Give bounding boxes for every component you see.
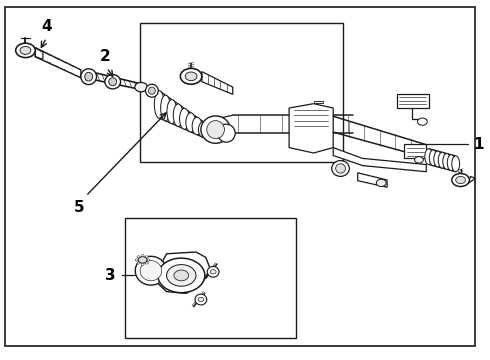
Polygon shape: [468, 176, 475, 184]
Circle shape: [174, 270, 189, 281]
Circle shape: [145, 262, 148, 264]
Circle shape: [20, 46, 31, 54]
Circle shape: [141, 263, 144, 265]
Ellipse shape: [195, 294, 207, 305]
Circle shape: [180, 68, 202, 84]
Circle shape: [137, 262, 140, 264]
Ellipse shape: [173, 104, 183, 126]
Ellipse shape: [109, 78, 117, 86]
Circle shape: [452, 174, 469, 186]
Ellipse shape: [135, 256, 167, 285]
Ellipse shape: [218, 124, 235, 142]
Circle shape: [135, 82, 147, 92]
Circle shape: [185, 72, 197, 81]
Ellipse shape: [179, 108, 189, 129]
Ellipse shape: [425, 149, 433, 165]
Ellipse shape: [201, 116, 230, 143]
Polygon shape: [397, 94, 429, 108]
Circle shape: [210, 270, 216, 274]
Ellipse shape: [161, 95, 171, 121]
Polygon shape: [314, 101, 323, 103]
Text: 1: 1: [473, 136, 483, 152]
Text: 4: 4: [41, 19, 52, 34]
Circle shape: [138, 257, 147, 263]
Circle shape: [135, 259, 138, 261]
Ellipse shape: [429, 150, 437, 166]
Polygon shape: [404, 144, 426, 158]
Circle shape: [141, 255, 144, 257]
Ellipse shape: [439, 152, 446, 168]
Polygon shape: [289, 104, 333, 153]
Ellipse shape: [186, 113, 196, 132]
Polygon shape: [157, 252, 211, 293]
Text: 2: 2: [100, 49, 111, 64]
Circle shape: [456, 176, 466, 184]
Bar: [140, 23, 343, 162]
Ellipse shape: [447, 155, 455, 171]
Circle shape: [137, 256, 140, 258]
Polygon shape: [358, 173, 387, 187]
Ellipse shape: [105, 75, 121, 89]
Circle shape: [145, 256, 148, 258]
Ellipse shape: [332, 161, 349, 176]
Ellipse shape: [207, 121, 224, 139]
Text: 3: 3: [104, 268, 115, 283]
Bar: [125, 218, 296, 338]
Ellipse shape: [81, 69, 97, 85]
Ellipse shape: [146, 84, 158, 97]
Ellipse shape: [336, 164, 345, 173]
Ellipse shape: [207, 266, 219, 277]
Ellipse shape: [154, 91, 164, 118]
Ellipse shape: [148, 87, 155, 94]
Polygon shape: [35, 48, 43, 59]
Ellipse shape: [443, 153, 451, 169]
Text: 5: 5: [74, 200, 85, 215]
Circle shape: [376, 179, 386, 186]
Circle shape: [147, 259, 150, 261]
Polygon shape: [202, 72, 233, 94]
Ellipse shape: [140, 261, 162, 281]
Ellipse shape: [452, 156, 460, 172]
Ellipse shape: [198, 122, 208, 138]
Ellipse shape: [192, 117, 202, 135]
Circle shape: [167, 265, 196, 286]
Circle shape: [417, 118, 427, 125]
Ellipse shape: [85, 72, 93, 81]
Circle shape: [158, 258, 205, 293]
Polygon shape: [333, 148, 426, 172]
Circle shape: [16, 43, 35, 58]
Circle shape: [198, 297, 204, 302]
Circle shape: [415, 157, 423, 163]
Ellipse shape: [434, 151, 441, 167]
Ellipse shape: [167, 100, 177, 123]
